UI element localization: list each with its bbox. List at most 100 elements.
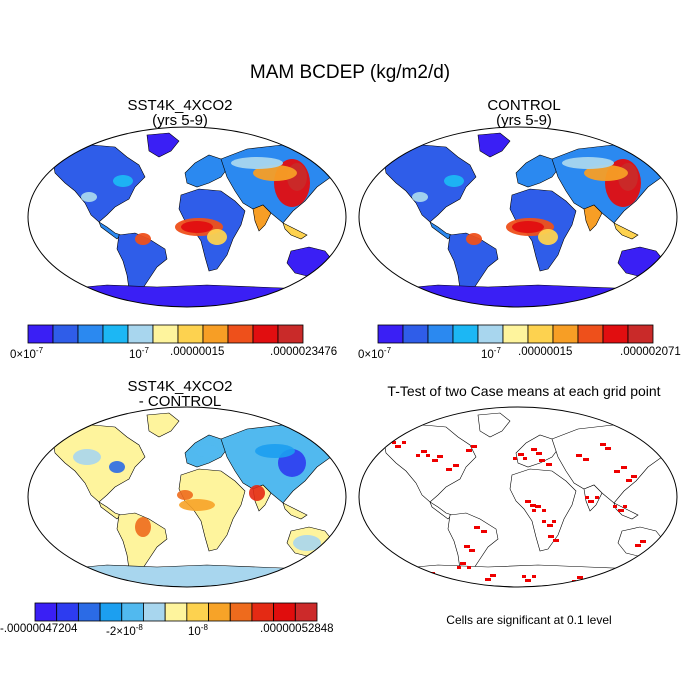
difference-patch <box>195 445 219 457</box>
emission-hotspot <box>81 192 97 202</box>
emission-hotspot <box>135 233 151 245</box>
difference-patch <box>179 499 215 511</box>
significant-cell <box>466 449 470 452</box>
significant-cell <box>485 578 489 581</box>
cbar3-swatch <box>77 602 101 622</box>
cbar1-label-2: .00000015 <box>170 346 225 358</box>
cbar2-swatch <box>402 324 429 344</box>
continent-india <box>252 204 272 232</box>
significant-cell <box>613 505 617 508</box>
map-panel-difference <box>27 406 347 588</box>
significant-cell <box>552 520 556 523</box>
cbar3-label-3: .00000052848 <box>260 623 334 635</box>
emission-hotspot <box>207 229 227 245</box>
map-outline <box>27 406 347 588</box>
map-panel-control <box>358 126 678 308</box>
significant-cell <box>437 455 441 458</box>
panel3-title: SST4K_4XCO2 - CONTROL <box>90 379 270 409</box>
significant-cell <box>530 504 534 507</box>
cbar1-swatch <box>102 324 129 344</box>
significant-cell <box>392 441 396 444</box>
continent-namerica <box>51 424 146 503</box>
emission-hotspot <box>584 165 628 181</box>
cbar2-label-2: .00000015 <box>518 346 573 358</box>
continent-seasia <box>613 222 639 240</box>
significant-cell <box>631 475 635 478</box>
continent-greenland <box>146 412 180 438</box>
panel4-title: T-Test of two Case means at each grid po… <box>387 383 661 399</box>
significant-cell <box>547 524 551 527</box>
significant-cell <box>460 562 464 565</box>
significant-cell <box>615 573 619 576</box>
map-outline <box>27 126 347 308</box>
cbar1-swatch <box>277 324 304 344</box>
significant-cell <box>471 445 475 448</box>
cbar2-swatch <box>477 324 504 344</box>
significant-cell <box>623 505 627 508</box>
cbar3-swatch <box>143 602 166 622</box>
cbar3-swatch <box>34 602 58 622</box>
significant-cell <box>640 540 644 543</box>
significant-cell <box>457 566 461 569</box>
continent-namerica <box>382 144 477 223</box>
cbar3-swatch <box>121 602 144 622</box>
significant-cell <box>656 545 660 548</box>
panel2-title-line2: (yrs 5-9) <box>496 112 552 129</box>
map-panel-sst4k <box>27 126 347 308</box>
cbar1-label-3: .0000023476 <box>270 346 338 358</box>
cbar3-label-2: 10-8 <box>188 623 208 638</box>
cbar1-swatch <box>252 324 279 344</box>
cbar1-swatch <box>127 324 154 344</box>
cbar3-swatch <box>99 602 123 622</box>
cbar2-swatch <box>602 324 629 344</box>
figure-title: MAM BCDEP (kg/m2/d) <box>249 62 451 83</box>
panel2-title-line1: CONTROL <box>487 97 561 114</box>
cbar2-label-3: .000002071 <box>620 346 681 358</box>
continent-australia <box>286 246 334 278</box>
map-panel-ttest <box>358 406 678 588</box>
significant-cell <box>613 573 617 576</box>
cbar1-swatch <box>27 324 54 344</box>
difference-patch <box>135 517 151 537</box>
continent-greenland <box>146 132 180 158</box>
significant-cell <box>536 452 540 455</box>
significant-cell <box>546 463 550 466</box>
significant-cell <box>395 445 399 448</box>
continent-antarctica <box>367 564 669 587</box>
significant-cell <box>513 457 517 460</box>
difference-patch <box>249 485 265 501</box>
map-outline <box>358 406 678 588</box>
panel3-title-line2: - CONTROL <box>138 393 222 410</box>
significant-cell <box>608 577 612 580</box>
significant-cell <box>614 470 618 473</box>
significant-cell <box>467 566 471 569</box>
significance-note: Cells are significant at 0.1 level <box>446 613 612 627</box>
continent-camerica <box>429 501 453 520</box>
significant-cell <box>610 577 614 580</box>
continent-namerica <box>382 424 477 503</box>
cbar3-swatch <box>186 602 209 622</box>
significant-cell <box>416 454 420 457</box>
continent-seasia <box>282 502 308 520</box>
significant-cell <box>535 505 539 508</box>
continent-greenland <box>477 412 511 438</box>
cbar1-swatch <box>77 324 104 344</box>
cbar2-swatch <box>577 324 604 344</box>
significant-cell <box>583 458 587 461</box>
cbar2-swatch <box>427 324 454 344</box>
significant-cell <box>626 479 630 482</box>
significant-cell <box>595 496 599 499</box>
significant-cell <box>542 520 546 523</box>
continent-samerica <box>447 232 499 300</box>
emission-hotspot <box>444 175 464 187</box>
significant-cell <box>532 575 536 578</box>
cbar3-label-1: -2×10-8 <box>106 623 143 638</box>
significant-cell <box>649 549 653 552</box>
cbar1-label-1: 10-7 <box>129 346 149 361</box>
cbar2-label-1: 10-7 <box>481 346 501 361</box>
emission-hotspot <box>412 192 428 202</box>
map-outline <box>358 126 678 308</box>
significant-cell <box>490 574 494 577</box>
cbar2-swatch <box>627 324 654 344</box>
